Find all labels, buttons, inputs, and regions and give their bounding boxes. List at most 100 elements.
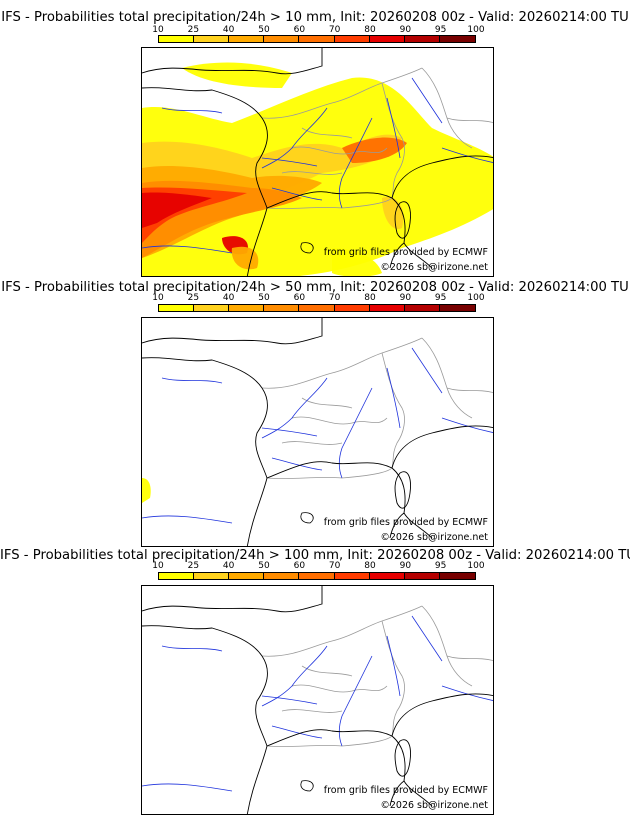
precipitation-area xyxy=(182,62,292,88)
colorbar-swatch xyxy=(439,573,475,579)
admin-border xyxy=(421,337,473,419)
colorbar-tick-label: 90 xyxy=(399,25,412,35)
colorbar-labels: 10 25 40 50 60 70 80 90 95 100 xyxy=(152,561,484,571)
colorbar xyxy=(158,304,476,312)
colorbar-swatch xyxy=(264,36,300,42)
colorbar-swatch xyxy=(334,573,370,579)
river xyxy=(338,117,373,209)
map-svg xyxy=(142,318,493,546)
river xyxy=(161,107,223,114)
colorbar-swatch xyxy=(369,305,405,311)
admin-border xyxy=(281,171,343,175)
colorbar-tick-label: 90 xyxy=(399,561,412,571)
map-frame: from grib files provided by ECMWF ©2026 … xyxy=(141,585,494,815)
colorbar-swatch xyxy=(439,36,475,42)
colorbar-swatch xyxy=(439,305,475,311)
colorbar-swatch xyxy=(159,573,195,579)
coastline xyxy=(142,48,493,276)
river xyxy=(271,457,323,471)
river xyxy=(142,783,233,792)
colorbar-swatch xyxy=(404,305,440,311)
colorbar-tick-label: 40 xyxy=(222,293,235,303)
river xyxy=(261,107,328,169)
colorbar-swatch xyxy=(369,573,405,579)
river xyxy=(261,377,328,439)
admin-border xyxy=(291,416,388,425)
colorbar-tick-label: 60 xyxy=(293,293,306,303)
colorbar-swatch xyxy=(369,36,405,42)
river xyxy=(338,655,373,747)
river xyxy=(142,245,233,254)
river xyxy=(441,685,493,701)
precipitation-area xyxy=(342,137,407,163)
colorbar-tick-label: 90 xyxy=(399,293,412,303)
colorbar-tick-label: 25 xyxy=(187,293,200,303)
river xyxy=(411,77,443,124)
colorbar-swatch xyxy=(264,573,300,579)
corsica-coast xyxy=(394,739,411,777)
colorbar-tick-label: 80 xyxy=(364,293,376,303)
river xyxy=(271,187,323,201)
colorbar-tick-label: 50 xyxy=(258,25,270,35)
colorbar-swatch xyxy=(299,305,335,311)
admin-border xyxy=(446,387,493,393)
colorbar-swatch xyxy=(159,36,195,42)
colorbar-tick-label: 100 xyxy=(467,561,485,571)
river xyxy=(261,695,318,705)
admin-border xyxy=(281,709,343,713)
admin-border xyxy=(281,441,343,445)
coastline xyxy=(142,318,493,546)
colorbar-tick-label: 40 xyxy=(222,561,235,571)
island-coast xyxy=(300,780,314,792)
colorbar-tick-label: 95 xyxy=(434,25,447,35)
panel-title: IFS - Probabilities total precipitation/… xyxy=(0,548,630,563)
colorbar-swatch xyxy=(159,305,195,311)
island-coast xyxy=(300,512,314,524)
source-credit: from grib files provided by ECMWF xyxy=(323,785,488,796)
colorbar-tick-label: 10 xyxy=(152,561,164,571)
river xyxy=(386,97,401,159)
river xyxy=(261,157,318,167)
source-credit: from grib files provided by ECMWF xyxy=(323,247,488,258)
colorbar-tick-label: 100 xyxy=(467,293,485,303)
river xyxy=(261,645,328,707)
map-svg xyxy=(142,586,493,814)
colorbar-swatch xyxy=(264,305,300,311)
admin-border xyxy=(291,146,388,155)
river xyxy=(338,387,373,479)
river xyxy=(441,417,493,433)
colorbar-tick-label: 95 xyxy=(434,293,447,303)
river xyxy=(441,147,493,163)
river xyxy=(411,615,443,662)
colorbar-tick-label: 50 xyxy=(258,293,270,303)
admin-border xyxy=(446,117,493,123)
river xyxy=(411,347,443,394)
colorbar-tick-label: 25 xyxy=(187,561,200,571)
panel-title: IFS - Probabilities total precipitation/… xyxy=(1,10,629,25)
colorbar-swatch xyxy=(404,573,440,579)
precipitation-area xyxy=(231,246,259,270)
colorbar xyxy=(158,35,476,43)
river xyxy=(386,635,401,697)
colorbar-tick-label: 40 xyxy=(222,25,235,35)
colorbar-swatch xyxy=(334,305,370,311)
colorbar-swatch xyxy=(194,573,230,579)
colorbar-tick-label: 25 xyxy=(187,25,200,35)
copyright-credit: ©2026 sb@irizone.net xyxy=(380,800,488,811)
colorbar-tick-label: 95 xyxy=(434,561,447,571)
copyright-credit: ©2026 sb@irizone.net xyxy=(380,532,488,543)
colorbar-swatch xyxy=(229,36,265,42)
admin-border xyxy=(421,605,473,687)
colorbar-swatch xyxy=(194,36,230,42)
colorbar-tick-label: 70 xyxy=(328,293,341,303)
colorbar-tick-label: 80 xyxy=(364,561,376,571)
admin-border xyxy=(446,655,493,661)
admin-border xyxy=(291,684,388,693)
river xyxy=(271,725,323,739)
admin-border xyxy=(301,665,353,677)
colorbar-tick-label: 10 xyxy=(152,293,164,303)
precipitation-area xyxy=(142,192,212,228)
river xyxy=(386,367,401,429)
colorbar-swatch xyxy=(299,36,335,42)
colorbar-tick-label: 60 xyxy=(293,25,306,35)
